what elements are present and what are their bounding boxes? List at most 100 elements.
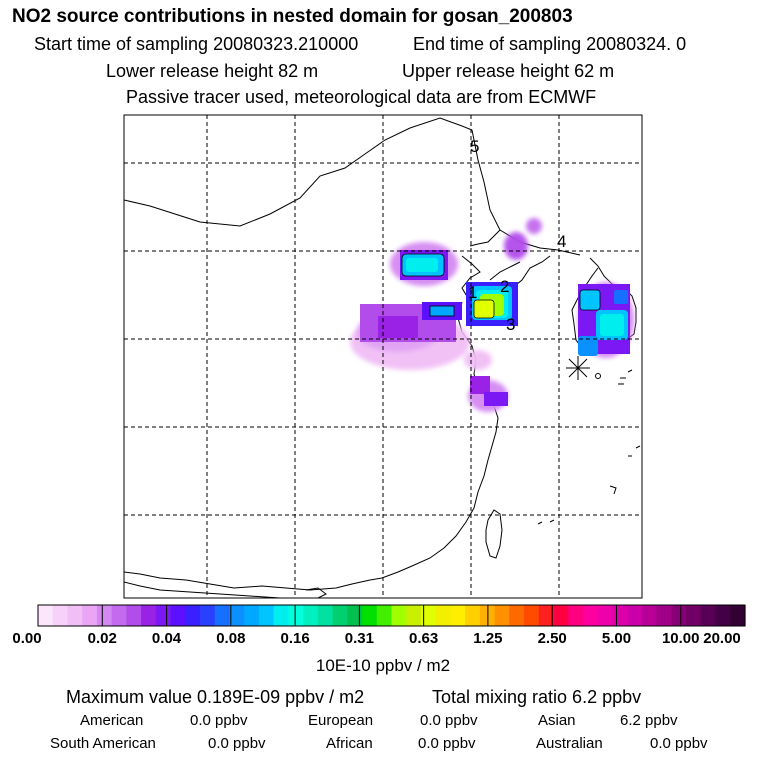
colorbar-swatch	[244, 605, 260, 626]
map-label-2: 2	[500, 277, 509, 296]
colorbar-swatch	[214, 605, 231, 626]
border-north	[124, 117, 473, 227]
american-value: 0.0 ppbv	[190, 712, 248, 729]
colorbar-swatch	[288, 605, 304, 626]
total-mixing-label: Total mixing ratio 6.2 ppbv	[432, 687, 642, 707]
hainan	[305, 587, 327, 598]
max-value-label: Maximum value 0.189E-09 ppbv / m2	[66, 687, 365, 707]
liaodong-coast	[489, 261, 521, 281]
colorbar-swatch	[465, 605, 481, 626]
colorbar-swatch	[641, 605, 658, 626]
colorbar-swatch	[420, 605, 437, 626]
colorbar-swatch	[362, 605, 378, 626]
colorbar-swatch	[406, 605, 422, 626]
map-label-3: 3	[506, 315, 515, 334]
colorbar-swatch	[273, 605, 289, 626]
colorbar-swatch	[141, 605, 157, 626]
african-value: 0.0 ppbv	[418, 735, 476, 752]
colorbar-swatch	[509, 605, 525, 626]
american-label: American	[80, 712, 144, 729]
colorbar-tick-label: 2.50	[537, 630, 567, 647]
plume-south-haze	[464, 350, 492, 370]
islands-b	[609, 445, 641, 495]
colorbar-tick-label: 1.25	[473, 630, 503, 647]
colorbar-tick-label: 0.04	[151, 630, 182, 647]
colorbar-swatch	[229, 605, 245, 626]
colorbar-swatch	[155, 605, 172, 626]
colorbar-swatch	[553, 605, 569, 626]
australian-label: Australian	[536, 735, 603, 752]
european-label: European	[308, 712, 374, 729]
colorbar-swatch	[582, 605, 599, 626]
colorbar-tick-label: 0.02	[87, 630, 117, 647]
start-time-label: Start time of sampling 20080323.210000	[34, 34, 359, 54]
south-american-value: 0.0 ppbv	[208, 735, 266, 752]
high-level	[401, 253, 628, 356]
map-labels: 1 2 3 4 5	[468, 137, 566, 334]
colorbar-swatch	[317, 605, 334, 626]
china-southwest-border	[124, 581, 281, 598]
colorbar-swatch	[730, 605, 746, 626]
european-value: 0.0 ppbv	[420, 712, 478, 729]
australian-value: 0.0 ppbv	[650, 735, 708, 752]
african-label: African	[326, 735, 373, 752]
map-label-4: 4	[557, 232, 566, 251]
colorbar-swatch	[332, 605, 348, 626]
colorbar-swatch	[686, 605, 702, 626]
colorbar-swatch	[715, 605, 731, 626]
colorbar-tick-label: 0.08	[216, 630, 246, 647]
islands-c	[537, 519, 555, 525]
receptor-star-icon	[566, 356, 590, 380]
colorbar-swatch	[96, 605, 113, 626]
colorbar-swatch	[67, 605, 83, 626]
colorbar-tick-label: 20.00	[703, 630, 741, 647]
jeju-island	[595, 373, 601, 379]
map-label-1: 1	[468, 283, 477, 302]
south-coast	[124, 571, 371, 591]
plume-northeast-a	[504, 232, 528, 260]
colorbar-swatch	[494, 605, 510, 626]
plume-northeast-b	[526, 218, 542, 234]
colorbar-swatch	[347, 605, 363, 626]
south-american-label: South American	[50, 735, 156, 752]
colorbar-tick-label: 0.63	[409, 630, 439, 647]
chart-title: NO2 source contributions in nested domai…	[12, 6, 573, 27]
colorbar-swatch	[170, 605, 186, 626]
colorbar-swatch	[597, 605, 614, 626]
colorbar-tick-label: 0.00	[12, 630, 42, 647]
colorbar-swatch	[568, 605, 584, 626]
colorbar-swatch	[258, 605, 275, 626]
colorbar-swatch	[200, 605, 216, 626]
colorbar-swatch	[82, 605, 98, 626]
colorbar-swatch	[671, 605, 687, 626]
colorbar-swatch	[376, 605, 393, 626]
colorbar-swatch	[391, 605, 407, 626]
colorbar-swatch	[111, 605, 127, 626]
colorbar-swatch	[538, 605, 555, 626]
colorbar-swatch	[52, 605, 69, 626]
map-label-5: 5	[470, 137, 479, 156]
taiwan	[485, 509, 503, 559]
islands-a	[618, 369, 633, 385]
colorbar-tick-label: 0.16	[280, 630, 310, 647]
asian-value: 6.2 ppbv	[620, 712, 678, 729]
concentration-field	[350, 218, 634, 412]
upper-height-label: Upper release height 62 m	[402, 61, 615, 81]
colorbar-swatch	[126, 605, 142, 626]
colorbar-frame	[37, 604, 746, 627]
colorbar-swatch	[524, 605, 540, 626]
colorbar	[37, 604, 746, 627]
colorbar-swatch	[185, 605, 201, 626]
colorbar-swatch	[303, 605, 319, 626]
asian-label: Asian	[538, 712, 576, 729]
colorbar-swatch	[700, 605, 717, 626]
lower-height-label: Lower release height 82 m	[106, 61, 319, 81]
colorbar-swatch	[38, 605, 54, 626]
colorbar-swatch	[656, 605, 672, 626]
end-time-label: End time of sampling 20080324. 0	[413, 34, 687, 54]
grid	[124, 115, 642, 598]
border-northeast	[469, 129, 501, 247]
colorbar-swatch	[627, 605, 643, 626]
colorbar-units: 10E-10 ppbv / m2	[315, 656, 451, 675]
colorbar-tick-label: 5.00	[601, 630, 632, 647]
